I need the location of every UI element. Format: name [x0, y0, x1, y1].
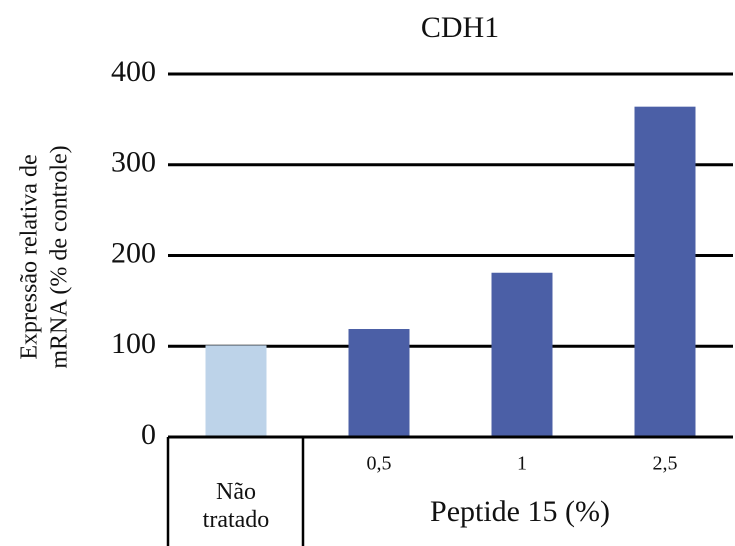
y-tick-label: 400 [111, 55, 156, 88]
bar [348, 329, 410, 437]
x-group-label: Peptide 15 (%) [430, 495, 610, 528]
x-tick-label: 1 [517, 453, 527, 475]
x-tick-label: 2,5 [653, 453, 678, 475]
y-tick-label: 0 [141, 418, 156, 451]
bar [205, 345, 267, 437]
bar [491, 272, 553, 437]
chart-title: CDH1 [421, 11, 499, 44]
y-axis-label: mRNA (% de controle) [47, 145, 73, 368]
bar [634, 106, 696, 438]
x-tick-label: 0,5 [367, 453, 392, 475]
x-tick-label: Não tratado [202, 479, 270, 533]
y-tick-label: 300 [111, 146, 156, 179]
y-tick-label: 200 [111, 236, 156, 269]
y-tick-label: 100 [111, 327, 156, 360]
y-axis-label: Expressão relativa de [17, 154, 43, 359]
